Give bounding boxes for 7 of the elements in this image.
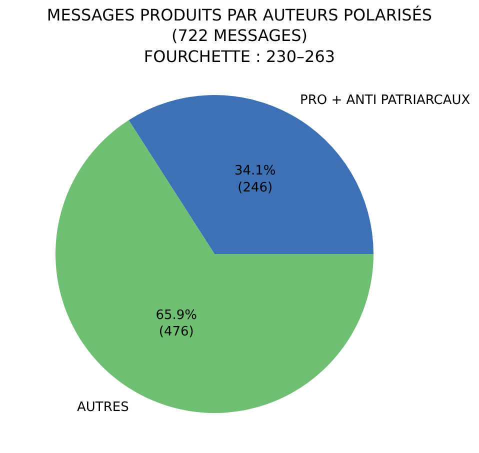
data-label: 65.9% (476) bbox=[156, 308, 198, 340]
chart-title: MESSAGES PRODUITS PAR AUTEURS POLARISÉS (722 MESSAGES) FOURCHETTE : 230–263 bbox=[46, 5, 432, 66]
pie-slice bbox=[56, 120, 374, 413]
pie-slice bbox=[128, 95, 374, 254]
data-label: 34.1% (246) bbox=[234, 164, 276, 196]
slice-label: AUTRES bbox=[77, 400, 129, 415]
slice-label: PRO + ANTI PATRIARCAUX bbox=[300, 93, 470, 108]
